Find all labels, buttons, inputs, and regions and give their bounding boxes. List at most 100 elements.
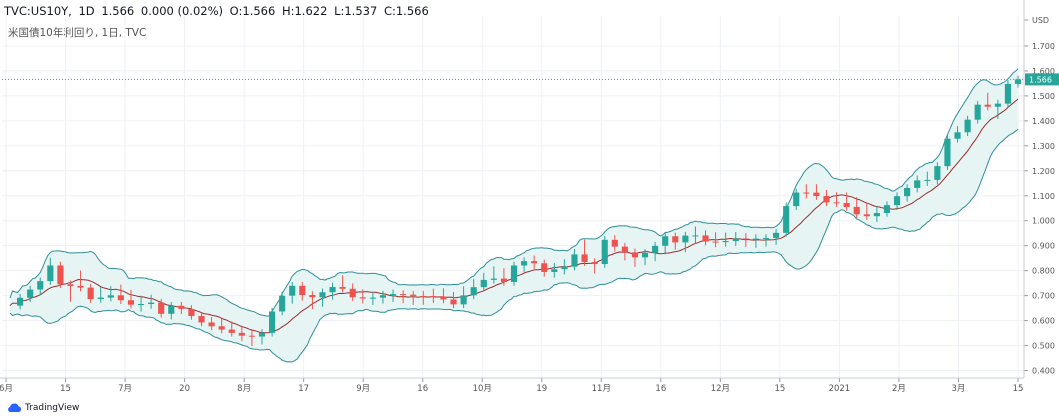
last-price-label: 1.566 bbox=[1029, 75, 1052, 84]
candle-body bbox=[148, 302, 155, 304]
candle-body bbox=[319, 292, 326, 298]
candle-body bbox=[914, 180, 921, 188]
x-tick-label: 15 bbox=[60, 384, 71, 394]
x-tick-label: 17 bbox=[298, 384, 309, 394]
y-tick-label: 0.400 bbox=[1032, 367, 1055, 376]
candle-body bbox=[692, 235, 699, 237]
candle-body bbox=[672, 236, 679, 243]
x-tick-label: 6月 bbox=[0, 384, 13, 394]
brand-name: TradingView bbox=[25, 403, 80, 413]
candle-body bbox=[904, 187, 911, 197]
candle-body bbox=[168, 305, 175, 314]
axes: USD 1.700 1.600 1.500 1.400 1.300 1.200 1.100 1.… bbox=[0, 0, 1059, 394]
candle-body bbox=[964, 119, 971, 133]
candle-body bbox=[974, 104, 981, 120]
last-price: 1.566 bbox=[101, 4, 135, 18]
candle-body bbox=[289, 285, 296, 296]
candle-body bbox=[27, 289, 34, 298]
lower-band bbox=[9, 128, 1019, 363]
x-tick-label: 3月 bbox=[952, 384, 966, 394]
x-tick-label: 9月 bbox=[356, 384, 370, 394]
candle-body bbox=[248, 335, 255, 337]
upper-band bbox=[9, 68, 1019, 317]
candle-body bbox=[924, 179, 931, 181]
candle-body bbox=[389, 294, 397, 296]
candle-body bbox=[158, 302, 165, 314]
chart-subtitle: 米国債10年利回り, 1日, TVC bbox=[8, 27, 147, 39]
candle-body bbox=[873, 213, 880, 217]
candle-body bbox=[954, 132, 961, 139]
x-tick-label: 2月 bbox=[892, 384, 906, 394]
candle-body bbox=[228, 329, 235, 333]
candle-body bbox=[783, 206, 790, 233]
candle-body bbox=[833, 202, 840, 204]
candle-body bbox=[17, 297, 24, 306]
y-tick-label: 1.400 bbox=[1032, 117, 1055, 126]
x-tick-label: 11月 bbox=[592, 384, 611, 394]
y-tick-label: USD bbox=[1032, 16, 1049, 25]
candle-body bbox=[893, 196, 901, 206]
candle-body bbox=[359, 297, 366, 299]
candle-body bbox=[37, 281, 44, 290]
x-tick-label: 16 bbox=[417, 384, 428, 394]
y-tick-label: 1.500 bbox=[1032, 92, 1055, 101]
candle-body bbox=[823, 196, 830, 203]
candle-body bbox=[863, 214, 870, 217]
candle-body bbox=[702, 235, 709, 242]
candle-body bbox=[1014, 79, 1022, 84]
candle-body bbox=[813, 192, 820, 197]
y-tick-label: 1.600 bbox=[1032, 67, 1055, 76]
candle-body bbox=[400, 294, 407, 296]
candle-body bbox=[107, 295, 114, 298]
candle-body bbox=[853, 206, 860, 215]
candle-body bbox=[641, 252, 649, 258]
band-fill bbox=[10, 68, 1018, 363]
y-tick-label: 0.900 bbox=[1032, 242, 1055, 251]
open-value: O:1.566 bbox=[229, 4, 276, 18]
candle-body bbox=[188, 308, 195, 317]
candle-body bbox=[420, 295, 427, 297]
candle-body bbox=[521, 261, 528, 266]
candle-body bbox=[309, 294, 316, 298]
tradingview-cloud-icon bbox=[8, 403, 22, 412]
x-tick-label: 16 bbox=[655, 384, 666, 394]
symbol-label[interactable]: TVC:US10Y, bbox=[4, 4, 72, 18]
candle-body bbox=[551, 269, 558, 272]
close-value: C:1.566 bbox=[383, 4, 429, 18]
candle-body bbox=[490, 278, 497, 280]
candle-body bbox=[752, 238, 759, 240]
candle-body bbox=[843, 203, 850, 207]
chart-header: TVC:US10Y, 1D 1.566 0.000 (0.02%) O:1.56… bbox=[4, 4, 432, 18]
candle-body bbox=[460, 295, 467, 305]
candle-body bbox=[762, 237, 770, 239]
x-tick-label: 15 bbox=[774, 384, 785, 394]
y-tick-label: 0.600 bbox=[1032, 317, 1055, 326]
last-price-tag bbox=[1025, 73, 1059, 86]
x-tick-label: 10月 bbox=[473, 384, 492, 394]
candle-body bbox=[137, 303, 145, 305]
candle-body bbox=[591, 262, 598, 265]
x-tick-label: 12月 bbox=[711, 384, 730, 394]
candle-body bbox=[410, 294, 417, 296]
candle-body bbox=[198, 316, 205, 323]
candle-body bbox=[611, 239, 618, 247]
candle-body bbox=[117, 295, 124, 301]
interval-label[interactable]: 1D bbox=[78, 4, 95, 18]
candle-body bbox=[561, 266, 568, 270]
candle-body bbox=[470, 287, 477, 296]
candle-body bbox=[984, 104, 991, 107]
tradingview-brand[interactable]: TradingView bbox=[6, 403, 79, 413]
candle-body bbox=[601, 239, 608, 265]
low-value: L:1.537 bbox=[334, 4, 378, 18]
y-tick-label: 0.500 bbox=[1032, 342, 1055, 351]
candle-body bbox=[440, 296, 447, 300]
candle-body bbox=[732, 238, 739, 242]
candle-body bbox=[994, 103, 1001, 107]
candle-body bbox=[369, 297, 376, 299]
change-value: 0.000 (0.02%) bbox=[140, 4, 223, 18]
candle-body bbox=[299, 285, 306, 295]
y-tick-label: 1.700 bbox=[1032, 42, 1055, 51]
candle-body bbox=[773, 232, 780, 238]
candle-body bbox=[571, 254, 578, 267]
